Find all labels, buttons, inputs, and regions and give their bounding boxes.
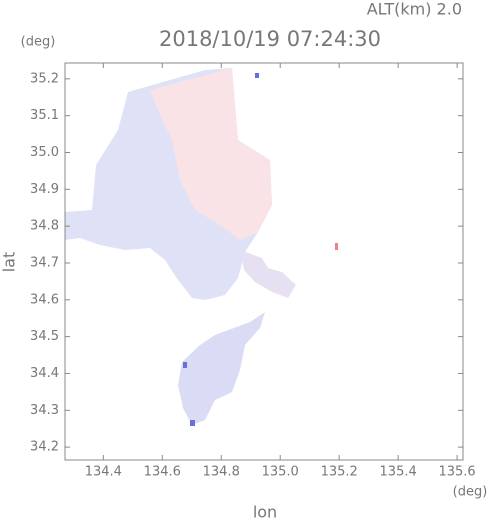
x-tick-label: 134.6 xyxy=(144,465,181,480)
y-unit: (deg) xyxy=(21,35,56,50)
y-tick-label: 34.9 xyxy=(30,182,59,197)
x-axis-label: lon xyxy=(253,503,277,521)
radar-field xyxy=(65,68,338,426)
echo-speck xyxy=(255,73,259,78)
x-tick-label: 135.6 xyxy=(438,465,475,480)
y-tick-label: 34.4 xyxy=(30,366,59,381)
y-tick-label: 35.0 xyxy=(30,145,59,160)
y-tick-label: 34.2 xyxy=(30,440,59,455)
plot-frame xyxy=(64,62,464,461)
x-tick-label: 135.4 xyxy=(380,465,417,480)
y-axis-label: lat xyxy=(0,252,19,273)
echo-speck xyxy=(335,243,338,250)
echo-speck xyxy=(190,420,195,426)
x-tick-label: 135.2 xyxy=(321,465,358,480)
echo-speck xyxy=(183,362,187,368)
y-tick-label: 35.2 xyxy=(30,71,59,86)
y-tick-label: 34.6 xyxy=(30,292,59,307)
x-tick-label: 135.0 xyxy=(262,465,299,480)
x-unit: (deg) xyxy=(453,485,488,500)
y-tick-label: 34.3 xyxy=(30,403,59,418)
y-tick-label: 34.5 xyxy=(30,329,59,344)
subtitle: ALT(km) 2.0 xyxy=(367,0,462,19)
chart-title: 2018/10/19 07:24:30 xyxy=(159,27,381,51)
island-region xyxy=(178,312,265,425)
red-region xyxy=(150,68,272,240)
y-tick-label: 35.1 xyxy=(30,108,59,123)
coast-region xyxy=(240,250,296,298)
y-tick-label: 34.8 xyxy=(30,219,59,234)
x-tick-label: 134.4 xyxy=(85,465,122,480)
y-tick-label: 34.7 xyxy=(30,255,59,270)
x-tick-label: 134.8 xyxy=(203,465,240,480)
